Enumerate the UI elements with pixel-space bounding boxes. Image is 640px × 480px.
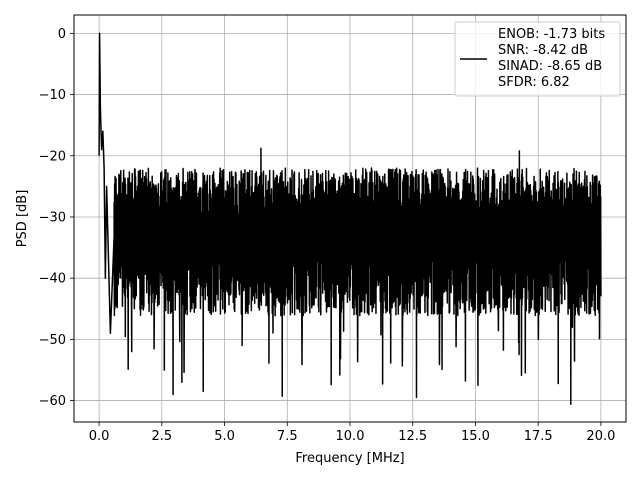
y-axis-label: PSD [dB] [15, 190, 30, 248]
x-tick-label: 17.5 [524, 429, 553, 444]
legend-entry-snr: SNR: -8.42 dB [498, 43, 588, 58]
y-tick-label: 0 [58, 27, 66, 42]
y-tick-label: −20 [39, 149, 66, 164]
plot-area [98, 32, 602, 405]
x-tick-label: 12.5 [398, 429, 427, 444]
y-tick-label: −50 [39, 333, 66, 348]
y-tick-label: −40 [39, 272, 66, 287]
x-tick-label: 20.0 [586, 429, 615, 444]
x-axis-ticks: 0.0 2.5 5.0 7.5 10.0 12.5 15.0 17.5 20.0 [89, 422, 615, 444]
y-tick-label: −60 [39, 394, 66, 409]
x-tick-label: 15.0 [461, 429, 490, 444]
x-tick-label: 7.5 [277, 429, 298, 444]
legend-box [454, 21, 621, 97]
x-tick-label: 2.5 [151, 429, 172, 444]
x-tick-label: 10.0 [336, 429, 365, 444]
y-tick-label: −10 [39, 88, 66, 103]
x-axis-label: Frequency [MHz] [295, 451, 404, 466]
legend: ENOB: -1.73 bits SNR: -8.42 dB SINAD: -8… [454, 21, 621, 97]
legend-entry-sinad: SINAD: -8.65 dB [498, 59, 602, 74]
legend-entry-sfdr: SFDR: 6.82 [498, 75, 570, 90]
x-tick-label: 0.0 [89, 429, 110, 444]
legend-entry-enob: ENOB: -1.73 bits [498, 27, 605, 42]
y-axis-ticks: 0 −10 −20 −30 −40 −50 −60 [39, 27, 74, 409]
series-line [98, 32, 602, 405]
x-tick-label: 5.0 [214, 429, 235, 444]
y-tick-label: −30 [39, 210, 66, 225]
